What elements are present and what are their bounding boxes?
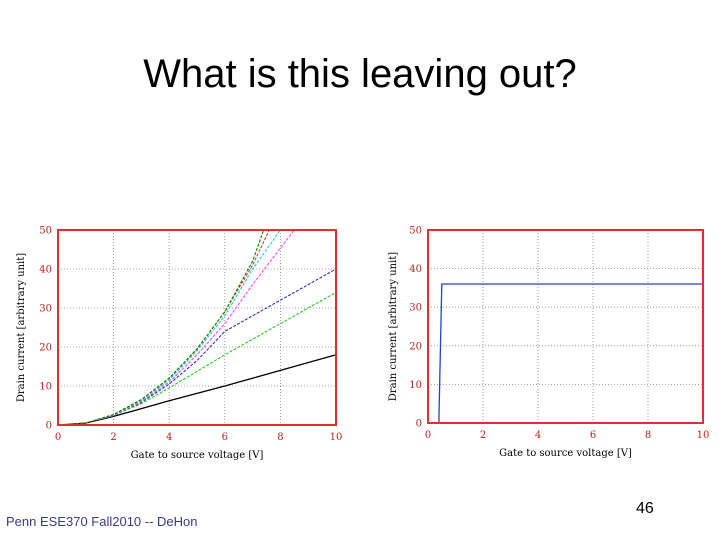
series-line-6 [57,229,270,426]
chart-2: 0 2 4 6 8 10 0 10 20 30 40 50 Gate to source voltage… [388,226,709,460]
chart-1: 0 2 4 6 8 10 0 10 20 30 40 50 Gate to source voltage… [16,226,342,462]
y-tick-label: 30 [409,303,422,314]
plot-frame [427,229,704,424]
y-tick-label: 10 [409,380,422,391]
y-tick-label: 30 [39,304,52,315]
y-tick-label: 40 [39,265,52,276]
series-line-7 [57,229,265,426]
slide-title: What is this leaving out? [143,52,577,96]
series-line-1 [438,283,703,423]
x-tick-label: 2 [110,432,116,443]
y-tick-label: 0 [46,421,52,432]
y-axis-label: Drain current [arbitrary unit] [16,253,27,402]
footer-text: Penn ESE370 Fall2010 -- DeHon [6,514,198,529]
y-tick-label: 0 [416,419,422,430]
series-line-1 [57,354,337,426]
page-number: 46 [636,500,654,517]
x-tick-label: 6 [222,432,228,443]
y-tick-label: 50 [39,226,52,237]
y-tick-label: 20 [39,343,52,354]
y-tick-label: 50 [409,226,422,237]
plot-frame [57,229,337,426]
x-tick-label: 8 [645,430,651,441]
x-axis-label: Gate to source voltage [V] [499,448,632,459]
series-line-2 [57,291,337,426]
x-tick-label: 4 [535,430,541,441]
x-tick-label: 4 [166,432,172,443]
x-tick-label: 2 [480,430,486,441]
x-tick-label: 0 [425,430,431,441]
x-axis-label: Gate to source voltage [V] [131,450,264,461]
y-tick-label: 20 [409,341,422,352]
x-tick-label: 0 [55,432,61,443]
y-axis-label: Drain current [arbitrary unit] [388,252,399,401]
x-tick-label: 10 [330,432,343,443]
x-tick-label: 8 [277,432,283,443]
x-tick-label: 6 [590,430,596,441]
y-tick-label: 10 [39,382,52,393]
x-tick-label: 10 [697,430,710,441]
series-line-4 [57,229,295,426]
y-tick-label: 40 [409,264,422,275]
